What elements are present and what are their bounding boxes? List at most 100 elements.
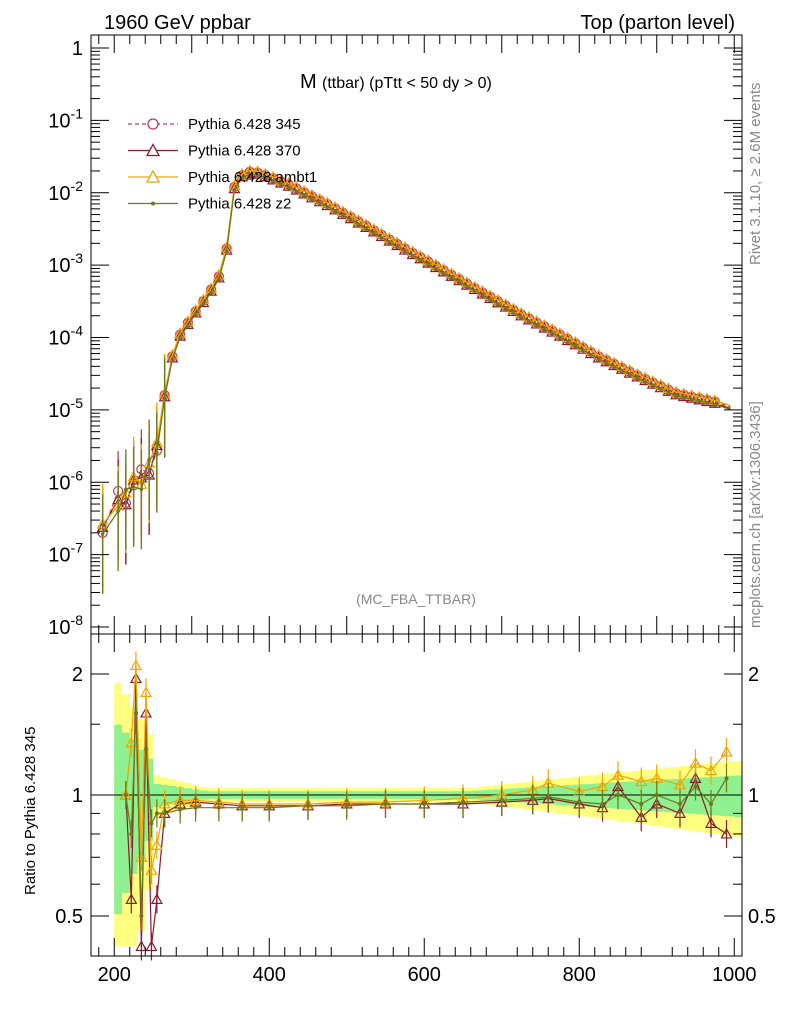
ratio-point [123,793,128,797]
rivet-version-label: Rivet 3.1.10, ≥ 2.6M events [747,83,764,266]
data-point [186,323,190,328]
data-point [174,329,187,341]
data-point [317,200,322,205]
data-point [255,173,260,177]
data-point [604,360,609,365]
data-point [263,175,268,180]
data-point [713,402,717,407]
data-point [434,266,438,271]
data-point [348,217,353,222]
ratio-line [125,665,727,871]
data-point [212,271,225,283]
ratio-y-tick-label-right: 1 [748,785,759,807]
data-point [426,262,430,266]
y-tick-label: 10-2 [48,178,83,205]
ratio-point [611,768,625,780]
data-point [240,175,244,180]
data-point [251,167,264,179]
legend-label: Pythia 6.428 z2 [188,196,291,213]
ratio-point [135,940,148,952]
x-tick-label: 600 [408,964,441,986]
data-point [534,323,539,327]
ratio-point [145,940,158,952]
legend-entry: Pythia 6.428 z2 [128,196,291,213]
plot-title: M (ttbar) (pTtt < 50 dy > 0) [300,71,492,93]
plot-title-main: M [300,71,317,93]
series-2 [96,164,731,585]
y-tick-label: 10-3 [48,250,83,277]
data-point [325,204,330,209]
data-point [550,331,554,335]
ratio-series-1 [119,651,733,885]
data-point [294,189,299,193]
data-point [310,196,314,201]
y-tick-exponent: -7 [71,540,84,556]
data-point [379,235,384,240]
x-tick-label: 200 [98,964,131,986]
x-tick-label: 1000 [712,964,757,986]
data-point [418,257,423,262]
header-right: Top (parton level) [580,12,735,34]
data-point [243,167,256,178]
data-point [286,185,291,189]
ratio-series-2 [123,698,729,930]
series-line [102,172,731,528]
series-line [102,173,731,535]
data-point [674,394,678,398]
legend-marker [147,118,159,130]
data-point [259,170,272,182]
data-point [503,306,508,310]
data-point [457,279,461,284]
data-point [410,253,415,258]
ratio-y-tick-label: 2 [72,664,83,686]
y-tick-exponent: -4 [71,323,84,339]
ratio-y-tick-label: 1 [72,785,83,807]
data-point [627,372,632,376]
data-point [387,240,392,244]
data-point [581,348,585,352]
y-tick-exponent: -6 [71,467,84,483]
y-tick-exponent: -2 [71,178,84,194]
data-point [372,231,376,235]
data-point [220,243,233,255]
data-point [511,310,516,315]
legend-entry: Pythia 6.428 370 [128,143,301,160]
data-point [635,376,640,380]
legend-entry: Pythia 6.428 345 [128,116,301,133]
data-point [271,179,275,183]
data-point [488,297,492,302]
y-tick-label: 10-8 [48,612,83,639]
y-tick-exponent: -8 [71,612,84,628]
data-point [170,357,175,361]
y-tick-label: 10-7 [48,540,83,567]
main-y-axis: 10-8 10-7 10-6 10-5 10-4 10-3 10-2 10-1 1 [48,35,742,639]
main-panel: 10-8 10-7 10-6 10-5 10-4 10-3 10-2 10-1 1 M (ttb… [48,34,743,639]
data-point [651,383,655,387]
ratio-point [704,817,718,828]
data-point [589,352,593,357]
ratio-panel: 0.5 0.5 1 1 2 2 200 400 600 800 1000 Ratio to Pyt… [22,633,776,986]
data-point [542,327,547,331]
legend-entry: Pythia 6.428 ambt1 [128,169,317,186]
ratio-point [125,893,138,904]
data-point [472,288,477,293]
data-point [248,172,252,177]
data-point [403,249,407,253]
y-tick-exponent: -1 [71,105,84,121]
series-line [102,169,731,525]
legend-marker [151,201,155,206]
ratio-data-layer [91,651,742,961]
data-point [565,339,570,344]
data-point [596,357,601,361]
x-axis: 200 400 600 800 1000 [98,634,757,986]
data-point [341,213,345,218]
data-point [356,222,361,226]
data-point [279,182,283,186]
ratio-line [125,712,728,917]
data-point [666,390,671,395]
ratio-point [720,745,733,757]
main-data-layer [96,164,731,595]
data-point [465,284,469,288]
ratio-line [125,678,727,947]
data-point [682,395,686,400]
